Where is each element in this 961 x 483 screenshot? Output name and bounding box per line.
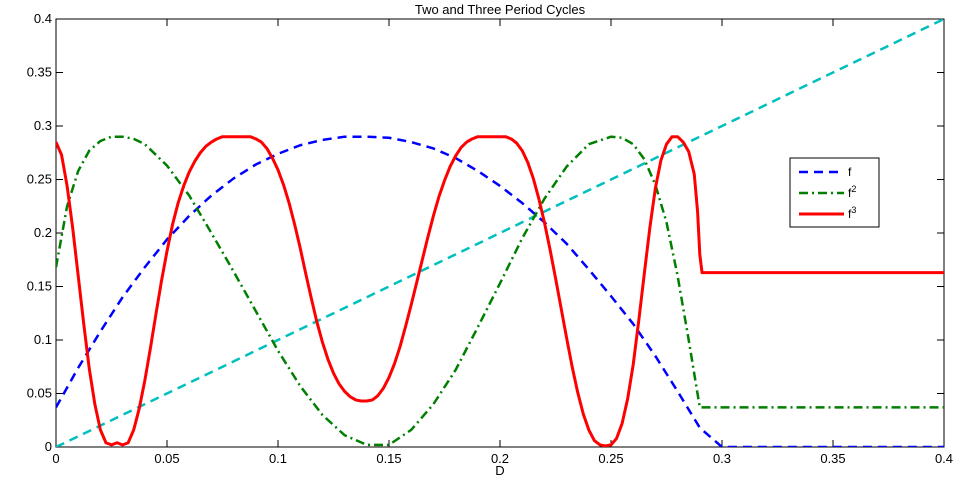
legend-label-base: f [848,207,852,221]
series-line-f3 [56,135,944,447]
legend-label-base: f [848,165,852,179]
legend-label-superscript: 3 [851,205,856,215]
series-line-f2 [56,135,944,447]
chart-title: Two and Three Period Cycles [415,2,586,17]
legend-label-f3: f3 [848,205,856,221]
series-line-f [56,135,944,447]
y-tick-label: 0.35 [27,65,52,80]
x-tick-label: 0.2 [491,451,509,466]
x-tick-label: 0.35 [820,451,845,466]
y-tick-label: 0.3 [34,118,52,133]
x-tick-label: 0.1 [269,451,287,466]
x-tick-label: 0.25 [598,451,623,466]
legend-label-f: f [848,165,852,179]
x-tick-label: 0.3 [713,451,731,466]
axis-ticks: 0 0.05 0.1 0.15 0.2 0.25 0.3 0.35 0.4 0 0.05 0.1 0.1… [27,11,953,466]
series-layer [56,17,944,447]
x-tick-label: 0.15 [376,451,401,466]
y-tick-label: 0.1 [34,332,52,347]
x-tick-label: 0 [52,451,59,466]
y-tick-label: 0 [45,439,52,454]
x-axis-label: D [495,463,504,478]
legend-label-f2: f2 [848,184,856,200]
y-tick-label: 0.25 [27,172,52,187]
x-tick-label: 0.05 [154,451,179,466]
legend-label-superscript: 2 [851,184,856,194]
y-tick-label: 0.4 [34,11,52,26]
legend-label-base: f [848,186,852,200]
x-tick-label: 0.4 [935,451,953,466]
y-tick-label: 0.2 [34,225,52,240]
y-tick-label: 0.05 [27,386,52,401]
y-tick-label: 0.15 [27,279,52,294]
plot-frame [55,18,945,448]
